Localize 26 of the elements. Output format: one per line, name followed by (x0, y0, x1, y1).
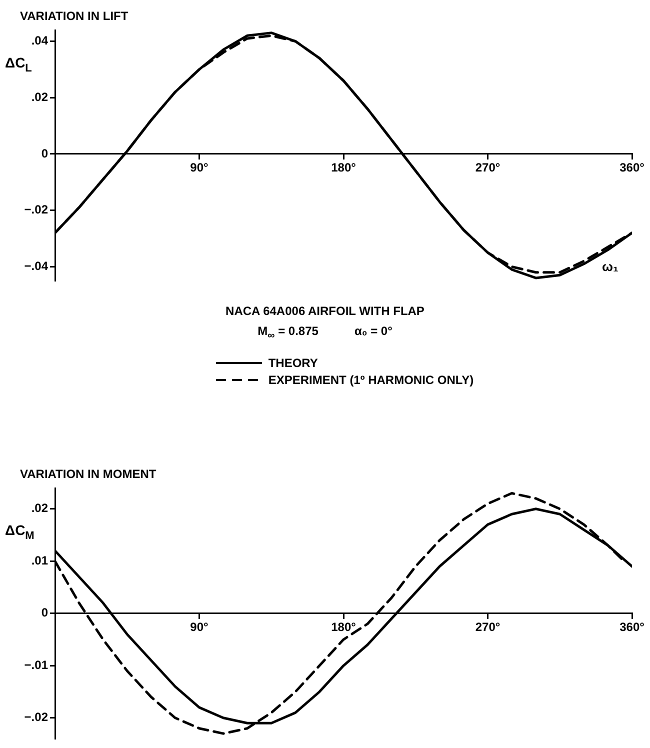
y-tick-label: .02 (31, 501, 48, 516)
y-tick-label: .02 (31, 90, 48, 104)
x-tick-label: 360° (620, 620, 645, 634)
x-tick-label: 180° (331, 620, 356, 634)
y-tick-label: −.02 (24, 710, 48, 724)
x-tick-label: 270° (475, 160, 500, 175)
x-tick-label: 90° (190, 160, 209, 175)
legend-label: EXPERIMENT (1º HARMONIC ONLY) (268, 373, 474, 388)
y-tick-label: .01 (31, 553, 48, 568)
legend-label: THEORY (268, 356, 318, 370)
x-tick-label: 180° (331, 160, 356, 175)
y-tick-label: .04 (31, 34, 48, 48)
x-tick-label: 360° (620, 160, 645, 175)
y-tick-label: −.01 (24, 658, 48, 672)
x-axis-title: ω₁ (602, 258, 618, 274)
y-tick-label: 0 (41, 606, 48, 620)
y-tick-label: 0 (41, 146, 48, 160)
chart-title: VARIATION IN MOMENT (20, 467, 157, 481)
x-tick-label: 270° (475, 620, 500, 634)
y-tick-label: −.02 (24, 202, 48, 217)
y-tick-label: −.04 (24, 259, 48, 274)
text: α₀ = 0° (354, 324, 392, 338)
text: M$_{∞}$ = 0.875 (258, 324, 318, 342)
text: NACA 64A006 AIRFOIL WITH FLAP (226, 304, 424, 318)
chart-title: VARIATION IN LIFT (20, 9, 129, 23)
x-tick-label: 90° (190, 620, 209, 634)
